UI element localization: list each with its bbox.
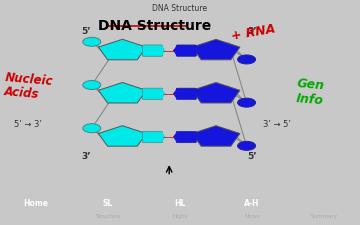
Text: A-H: A-H xyxy=(244,199,260,208)
Polygon shape xyxy=(192,39,240,60)
FancyBboxPatch shape xyxy=(176,45,197,56)
Polygon shape xyxy=(161,46,165,56)
Text: 5’ → 3’: 5’ → 3’ xyxy=(14,120,42,129)
Text: Nucleic
Acids: Nucleic Acids xyxy=(4,71,54,103)
Text: + RNA: + RNA xyxy=(230,22,276,43)
Text: 3’: 3’ xyxy=(247,27,257,36)
FancyBboxPatch shape xyxy=(176,131,197,143)
Polygon shape xyxy=(174,132,178,142)
FancyBboxPatch shape xyxy=(143,131,163,143)
Text: Summary: Summary xyxy=(310,214,338,219)
Text: 5’: 5’ xyxy=(82,27,91,36)
Text: Structure: Structure xyxy=(95,214,121,219)
Polygon shape xyxy=(174,46,178,56)
Text: Highs: Highs xyxy=(172,214,188,219)
FancyBboxPatch shape xyxy=(143,88,163,99)
Text: Notes: Notes xyxy=(244,214,260,219)
Text: 3’: 3’ xyxy=(82,152,91,161)
Text: HL: HL xyxy=(174,199,186,208)
Circle shape xyxy=(83,81,101,90)
Circle shape xyxy=(83,124,101,133)
Polygon shape xyxy=(161,132,165,142)
Polygon shape xyxy=(98,83,147,103)
Text: DNA Structure: DNA Structure xyxy=(98,19,211,33)
Text: 5’: 5’ xyxy=(247,152,257,161)
Polygon shape xyxy=(192,83,240,103)
Circle shape xyxy=(83,37,101,46)
Polygon shape xyxy=(161,89,165,99)
Circle shape xyxy=(238,141,256,150)
FancyBboxPatch shape xyxy=(143,45,163,56)
Text: Gen
Info: Gen Info xyxy=(295,77,325,107)
Circle shape xyxy=(238,98,256,107)
Text: DNA Structure: DNA Structure xyxy=(152,4,208,13)
Text: SL: SL xyxy=(103,199,113,208)
Polygon shape xyxy=(192,126,240,146)
Polygon shape xyxy=(174,89,178,99)
Polygon shape xyxy=(98,39,147,60)
Text: Home: Home xyxy=(23,199,49,208)
Polygon shape xyxy=(98,126,147,146)
Circle shape xyxy=(238,55,256,64)
FancyBboxPatch shape xyxy=(176,88,197,99)
Text: 3’ → 5’: 3’ → 5’ xyxy=(263,120,291,129)
